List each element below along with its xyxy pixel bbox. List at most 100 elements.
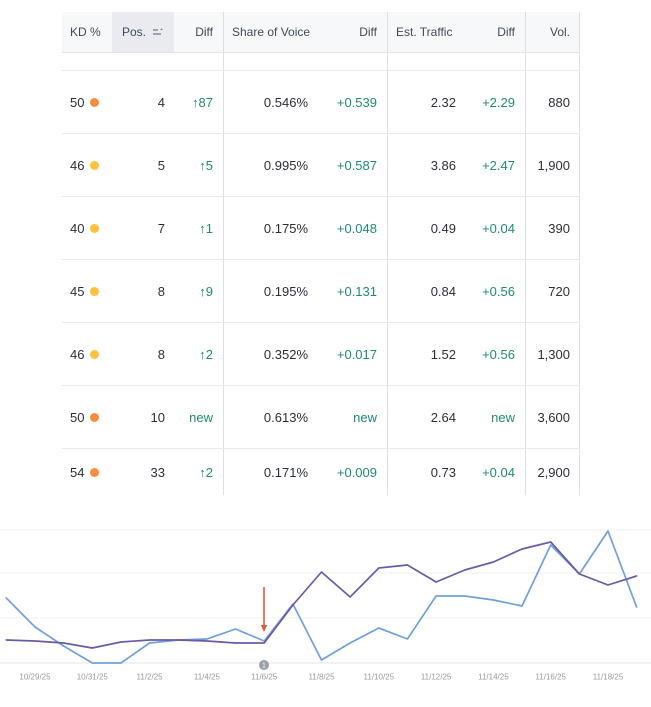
note-marker-label: 1 <box>262 663 266 670</box>
volume-cell: 880 <box>526 71 580 133</box>
volume-value: 3,600 <box>537 409 570 425</box>
position-cell: 10 <box>112 386 174 448</box>
x-axis-tick-label: 11/14/25 <box>478 673 509 682</box>
position-diff-cell: ↑5 <box>174 134 224 196</box>
position-cell: 7 <box>112 197 174 259</box>
traffic-value: 2.64 <box>430 409 456 425</box>
volume-cell: 1,900 <box>526 134 580 196</box>
sov-diff-value: +0.017 <box>336 346 377 362</box>
sov-diff-cell: +0.009 <box>312 449 388 495</box>
x-axis-tick-label: 11/2/25 <box>137 673 164 682</box>
volume-cell: 3,600 <box>526 386 580 448</box>
position-cell: 8 <box>112 260 174 322</box>
sov-value: 0.171% <box>263 464 308 480</box>
sort-ascending-icon <box>151 26 163 38</box>
traffic-value: 0.84 <box>430 283 456 299</box>
volume-value: 2,900 <box>537 464 570 480</box>
traffic-value: 3.86 <box>430 157 456 173</box>
sov-diff-cell: new <box>312 386 388 448</box>
position-diff-value: ↑1 <box>199 220 213 236</box>
traffic-cell: 3.86 <box>388 134 460 196</box>
line-series-purple <box>5 541 638 649</box>
traffic-diff-value: new <box>491 409 515 425</box>
sov-cell: 0.613% <box>224 386 312 448</box>
volume-value: 880 <box>548 94 570 110</box>
position-diff-cell: ↑2 <box>174 323 224 385</box>
sov-value: 0.995% <box>263 157 308 173</box>
traffic-diff-cell: new <box>460 386 526 448</box>
sov-diff-value: +0.539 <box>336 94 377 110</box>
volume-cell: 2,900 <box>526 449 580 495</box>
traffic-cell: 0.73 <box>388 449 460 495</box>
kd-difficulty-dot <box>90 412 100 422</box>
table-row: 54 33 ↑2 0.171% +0.009 0.73 +0.04 2,900 <box>62 449 580 495</box>
kd-difficulty-dot <box>90 286 100 296</box>
col-header-traffic[interactable]: Est. Traffic <box>388 12 460 52</box>
traffic-cell: 2.64 <box>388 386 460 448</box>
traffic-diff-value: +0.04 <box>482 464 515 480</box>
traffic-cell: 0.49 <box>388 197 460 259</box>
sov-diff-cell: +0.587 <box>312 134 388 196</box>
position-cell: 5 <box>112 134 174 196</box>
kd-cell: 40 <box>62 197 112 259</box>
col-header-sov[interactable]: Share of Voice <box>224 12 312 52</box>
sov-cell: 0.171% <box>224 449 312 495</box>
x-axis-tick-label: 11/10/25 <box>364 673 395 682</box>
note-marker[interactable]: 1 <box>259 660 269 670</box>
col-header-diff-label: Diff <box>359 25 377 39</box>
table-spacer-row <box>62 53 580 71</box>
col-header-pos-diff[interactable]: Diff <box>174 12 224 52</box>
position-diff-value: new <box>189 409 213 425</box>
volume-value: 390 <box>548 220 570 236</box>
kd-cell: 46 <box>62 134 112 196</box>
position-diff-value: ↑9 <box>199 283 213 299</box>
sov-diff-value: +0.009 <box>336 464 377 480</box>
kd-cell: 50 <box>62 386 112 448</box>
col-header-pos-label: Pos. <box>122 25 147 39</box>
table-row: 45 8 ↑9 0.195% +0.131 0.84 +0.56 720 <box>62 260 580 323</box>
sov-diff-cell: +0.539 <box>312 71 388 133</box>
position-value: 5 <box>157 157 165 173</box>
x-axis-tick-label: 10/29/25 <box>19 673 51 682</box>
position-cell: 4 <box>112 71 174 133</box>
sov-cell: 0.995% <box>224 134 312 196</box>
volume-cell: 390 <box>526 197 580 259</box>
line-series-blue <box>5 530 638 664</box>
position-diff-cell: ↑9 <box>174 260 224 322</box>
x-axis: 10/29/25 10/31/25 11/2/25 11/4/25 11/6/25 11/… <box>19 673 623 682</box>
kd-cell: 46 <box>62 323 112 385</box>
sov-value: 0.546% <box>263 94 308 110</box>
traffic-value: 1.52 <box>430 346 456 362</box>
traffic-value: 2.32 <box>430 94 456 110</box>
x-axis-tick-label: 11/16/25 <box>535 673 566 682</box>
sov-cell: 0.546% <box>224 71 312 133</box>
table-body: 50 4 ↑87 0.546% +0.539 2.32 +2.29 880 46… <box>62 71 580 495</box>
x-axis-tick-label: 10/31/25 <box>77 673 109 682</box>
keywords-table: KD % Pos. Diff Share of Voice Diff Est. … <box>62 12 580 495</box>
sov-diff-value: +0.131 <box>336 283 377 299</box>
kd-value: 45 <box>70 283 85 299</box>
traffic-value: 0.49 <box>430 220 456 236</box>
position-value: 10 <box>150 409 165 425</box>
col-header-vol[interactable]: Vol. <box>526 12 580 52</box>
x-axis-tick-label: 11/8/25 <box>308 673 335 682</box>
col-header-kd[interactable]: KD % <box>62 12 112 52</box>
sov-cell: 0.195% <box>224 260 312 322</box>
volume-cell: 720 <box>526 260 580 322</box>
table-row: 50 4 ↑87 0.546% +0.539 2.32 +2.29 880 <box>62 71 580 134</box>
kd-difficulty-dot <box>90 223 100 233</box>
traffic-diff-cell: +2.47 <box>460 134 526 196</box>
traffic-diff-value: +0.56 <box>482 283 515 299</box>
position-value: 8 <box>157 346 165 362</box>
traffic-cell: 0.84 <box>388 260 460 322</box>
position-diff-cell: ↑2 <box>174 449 224 495</box>
col-header-kd-label: KD % <box>70 25 101 39</box>
col-header-pos[interactable]: Pos. <box>112 12 174 52</box>
col-header-sov-diff[interactable]: Diff <box>312 12 388 52</box>
col-header-traffic-diff[interactable]: Diff <box>460 12 526 52</box>
kd-difficulty-dot <box>90 349 100 359</box>
position-diff-cell: new <box>174 386 224 448</box>
col-header-diff-label: Diff <box>195 25 213 39</box>
trend-line-chart[interactable]: 1 10/29/25 10/31/25 11/2/25 11/4/25 11/6/25 1… <box>0 520 651 707</box>
kd-cell: 45 <box>62 260 112 322</box>
